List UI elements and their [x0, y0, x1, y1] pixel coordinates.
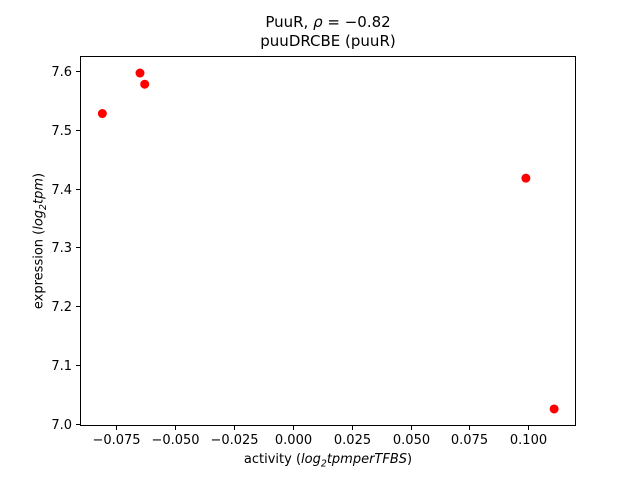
x-tick-label: 0.075	[451, 433, 488, 448]
y-axis-label: expression (log2tpm)	[31, 172, 50, 310]
y-label-math: log	[31, 209, 47, 230]
x-label-close: )	[407, 452, 413, 467]
x-tick-label: −0.075	[92, 433, 140, 448]
x-label-math: log	[301, 452, 321, 467]
y-label-math-rest: tpm	[31, 177, 47, 204]
axes-spines	[80, 56, 576, 426]
x-tick-label: −0.025	[210, 433, 258, 448]
x-axis-label: activity (log2tpmperTFBS)	[80, 452, 576, 470]
y-tick-label: 7.3	[51, 241, 72, 256]
x-tick-label: 0.050	[393, 433, 430, 448]
y-tick-label: 7.5	[51, 124, 72, 139]
y-label-subscript: 2	[38, 203, 50, 210]
y-label-close: )	[31, 172, 47, 178]
y-tick-label: 7.2	[51, 300, 72, 315]
title-correlation-value: = −0.82	[322, 13, 391, 31]
data-point	[521, 173, 531, 183]
x-label-text: activity (	[243, 452, 302, 467]
x-tick-label: 0.100	[510, 433, 547, 448]
y-label-text: expression (	[31, 229, 47, 310]
title-text: PuuR,	[265, 13, 314, 31]
x-label-subscript: 2	[320, 458, 327, 470]
x-label-math-rest: tpmperTFBS	[326, 452, 408, 467]
data-point	[135, 68, 145, 78]
x-tick-label: −0.050	[151, 433, 199, 448]
chart-title: PuuR, ρ = −0.82 puuDRCBE (puuR)	[80, 13, 576, 51]
y-tick-label: 7.1	[51, 359, 72, 374]
chart-subtitle: puuDRCBE (puuR)	[260, 32, 396, 50]
rho-symbol: ρ	[313, 13, 323, 31]
data-point	[97, 109, 107, 119]
data-point	[140, 79, 150, 89]
chart-title-line1: PuuR, ρ = −0.82	[80, 13, 576, 32]
x-tick-label: 0.000	[275, 433, 312, 448]
y-tick-label: 7.0	[51, 418, 72, 433]
x-tick-label: 0.025	[334, 433, 371, 448]
data-point	[549, 404, 559, 414]
y-tick-label: 7.4	[51, 183, 72, 198]
y-tick-label: 7.6	[51, 65, 72, 80]
